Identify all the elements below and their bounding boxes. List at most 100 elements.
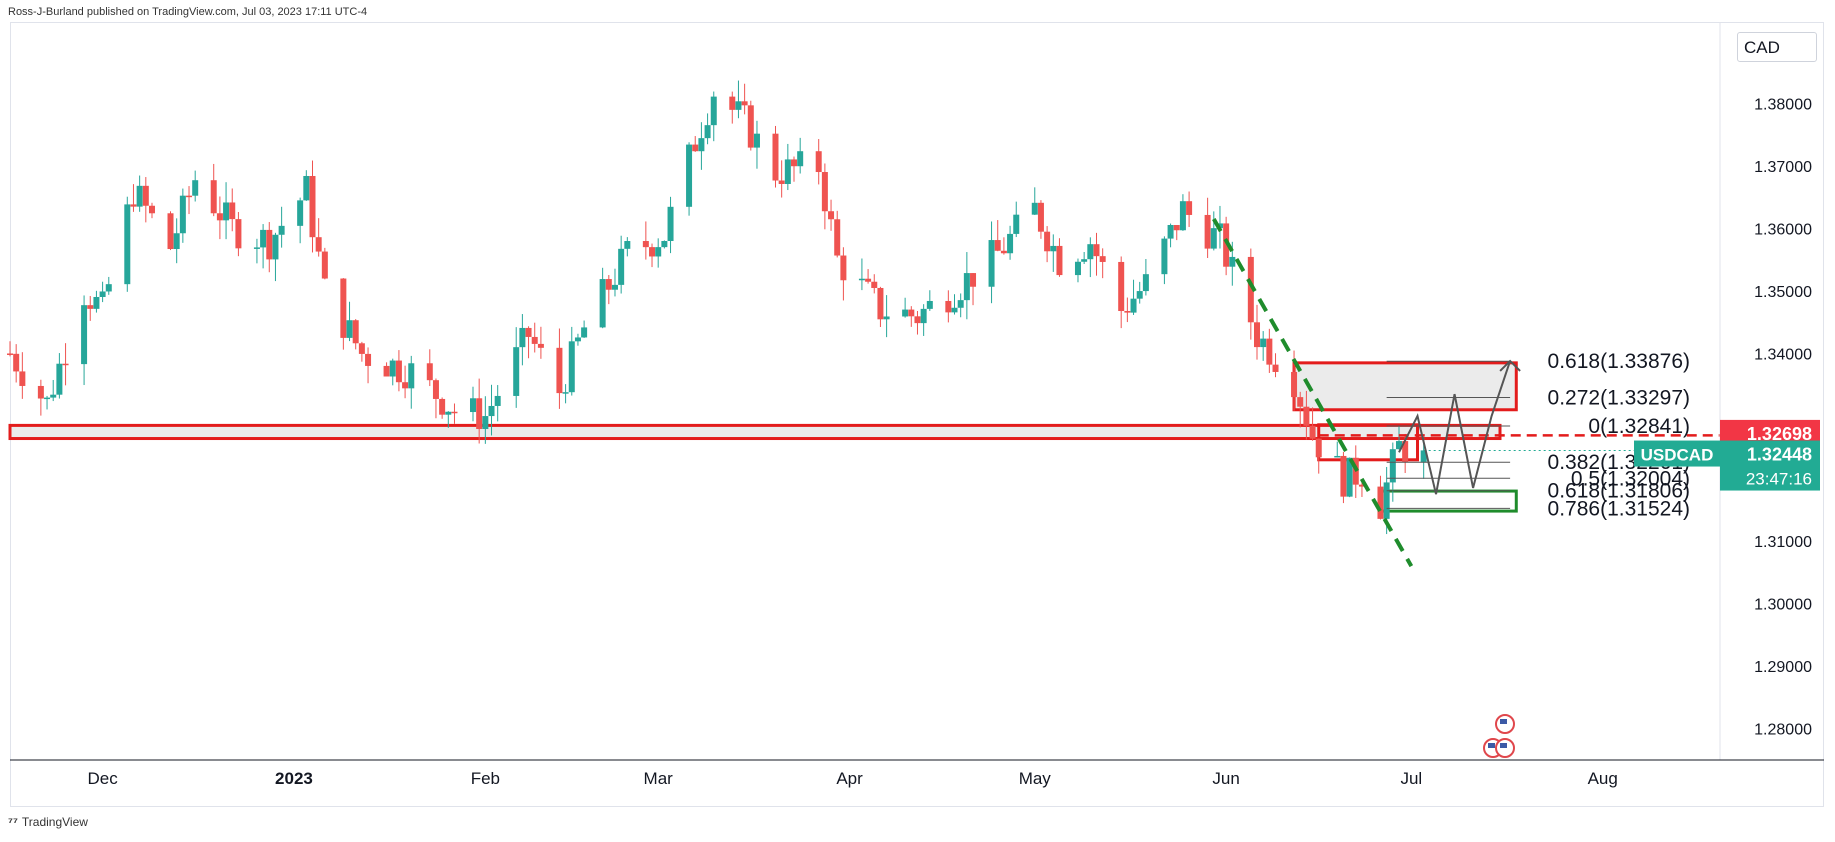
candle-body [13, 353, 20, 372]
candle-body [605, 279, 612, 290]
tradingview-logo-icon: ⁷⁷ [8, 815, 18, 829]
candle-body [1395, 441, 1402, 450]
symbol-badge [1634, 440, 1720, 467]
candle-body [19, 371, 26, 386]
price-tick-label: 1.30000 [1754, 597, 1812, 614]
resistance-zone [8, 423, 1502, 441]
candle-body [1340, 455, 1347, 497]
price-tick-label: 1.37000 [1754, 159, 1812, 176]
currency-selector[interactable]: CAD [1737, 32, 1817, 62]
candle-body [704, 125, 711, 139]
candle-body [1136, 291, 1143, 299]
bar-countdown-text: 23:47:16 [1746, 470, 1812, 489]
candle-body [1167, 224, 1174, 239]
candle-body [1099, 256, 1106, 262]
candle-body [93, 296, 100, 309]
last-price-badge [1720, 440, 1820, 491]
time-tick-label: Dec [87, 769, 118, 788]
chart-frame [10, 22, 1824, 807]
price-tick-label: 1.29000 [1754, 659, 1812, 676]
price-tick-label: 1.36000 [1754, 221, 1812, 238]
candle-body [951, 307, 958, 313]
candle-body [340, 278, 347, 338]
candle-body [661, 241, 668, 248]
candle-body [784, 159, 791, 184]
candle-body [223, 202, 230, 221]
candle-body [309, 175, 316, 238]
candle-body [1204, 214, 1211, 249]
symbol-text: USDCAD [1641, 446, 1714, 465]
candle-body [821, 172, 828, 212]
candle-body [315, 237, 322, 252]
candle-body [537, 343, 544, 348]
candle-body [235, 219, 242, 249]
candle-body [37, 385, 44, 399]
candle-body [710, 96, 717, 126]
candle-body [44, 397, 51, 400]
candle-body [124, 204, 131, 285]
candle-body [469, 398, 476, 413]
price-tick-label: 1.31000 [1754, 534, 1812, 551]
candle-body [1179, 201, 1186, 231]
candle-body [1303, 406, 1310, 426]
candle-body [365, 353, 372, 366]
candle-body [1247, 256, 1254, 323]
candle-body [871, 281, 878, 288]
candle-body [1093, 244, 1100, 257]
candle-body [167, 213, 174, 250]
candle-body [797, 151, 804, 167]
candle-body [358, 343, 365, 354]
time-axis: Dec 2023 Feb Mar Apr May Jun Jul Aug [10, 759, 1824, 788]
projection-arrowhead [1499, 359, 1521, 372]
candle-body [494, 395, 501, 406]
candle-body [408, 363, 415, 389]
us-flag-canton-icon [1488, 743, 1495, 748]
candle-body [519, 327, 526, 348]
candle-body [692, 144, 699, 152]
last-price-text: 1.32448 [1747, 445, 1812, 465]
candle-body [883, 316, 890, 320]
candle-body [815, 151, 822, 173]
fib-label: 0(1.32841) [1588, 415, 1690, 438]
candle-body [272, 234, 279, 260]
candle-body [297, 200, 304, 226]
time-tick-label: 2023 [275, 769, 313, 788]
supply-zone-box [1292, 361, 1518, 412]
candle-body [1216, 223, 1223, 229]
candle-body [1173, 224, 1180, 231]
candle-body [791, 159, 798, 167]
candle-body [1007, 233, 1014, 254]
time-tick-label: Mar [644, 769, 674, 788]
candle-body [1087, 244, 1094, 260]
candle-body [229, 202, 236, 220]
candle-body [902, 309, 909, 317]
candle-body [698, 138, 705, 152]
candle-body [62, 363, 69, 366]
candle-body [1130, 298, 1137, 313]
candle-body [599, 279, 606, 328]
candle-body [1056, 245, 1063, 276]
candle-body [476, 398, 483, 430]
candle-body [395, 360, 402, 383]
tradingview-brand: TradingView [21, 815, 88, 829]
candle-body [729, 96, 736, 110]
candle-body [186, 195, 193, 198]
fib-label: 0.5(1.32004) [1571, 467, 1690, 490]
candle-body [1223, 223, 1230, 267]
candle-body [988, 240, 995, 287]
candle-body [753, 133, 760, 148]
candle-body [1124, 311, 1131, 313]
candle-body [389, 360, 396, 377]
candle-body [253, 247, 260, 249]
candle-body [1358, 484, 1365, 487]
candle-body [1272, 364, 1279, 372]
candle-body [7, 353, 13, 355]
candle-body [99, 291, 106, 297]
fib-label: 0.618(1.31806) [1548, 480, 1690, 503]
projection-path [1398, 360, 1512, 495]
candle-body [908, 309, 915, 317]
candle-body [556, 347, 563, 394]
candle-body [451, 411, 458, 414]
candle-body [778, 180, 785, 184]
